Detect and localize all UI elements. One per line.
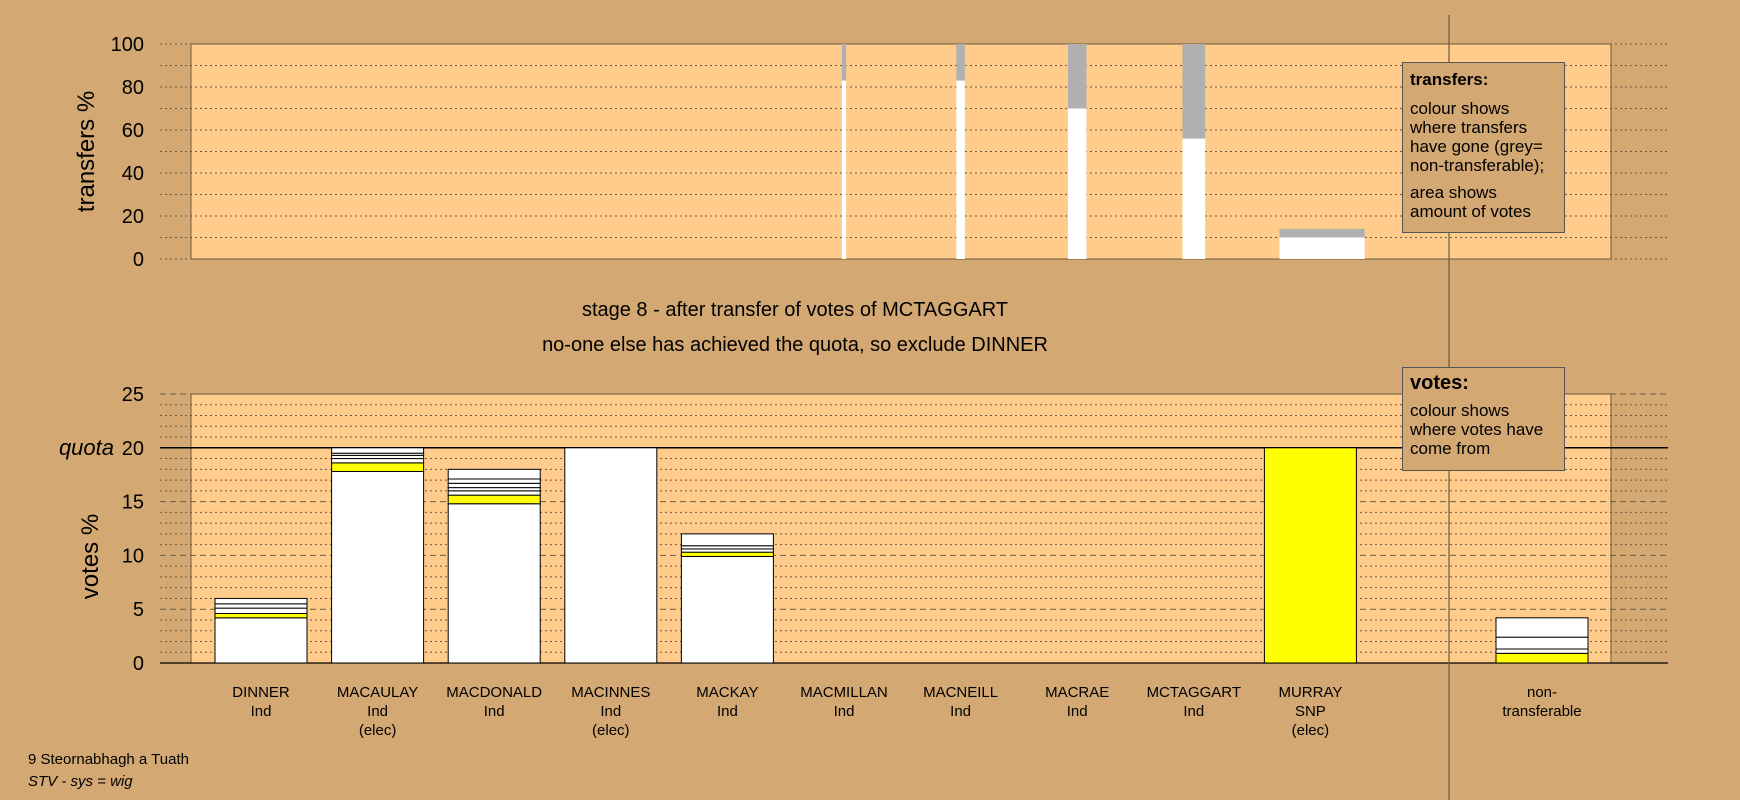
votes-axis-label: votes % bbox=[77, 514, 104, 599]
candidate-mackay-bar-segment bbox=[680, 533, 774, 547]
candidate-mackay-bar-segment bbox=[680, 551, 774, 557]
candidate-macaulay-bar-segment bbox=[331, 458, 425, 464]
votes-tick-label: 0 bbox=[133, 653, 144, 675]
nontransferable-bar-segment bbox=[1495, 636, 1589, 650]
transfer-bar-white bbox=[1182, 138, 1206, 259]
candidate-murray-label-line3: (elec) bbox=[1292, 722, 1330, 739]
candidate-macdonald-bar-segment bbox=[447, 503, 541, 664]
candidate-macaulay-bar-segment bbox=[331, 447, 425, 454]
candidate-macdonald-label-line2: Ind bbox=[484, 703, 505, 720]
votes-legend-title: votes: bbox=[1410, 372, 1469, 394]
nontransferable-bar-segment bbox=[1495, 648, 1589, 654]
transfer-bar-white bbox=[1279, 237, 1365, 259]
candidate-macinnes-bar-segment bbox=[564, 447, 658, 664]
transfers-legend-title: transfers: bbox=[1410, 70, 1489, 89]
transfers-axis-label: transfers % bbox=[73, 91, 100, 212]
transfer-bar-grey bbox=[841, 44, 847, 81]
candidate-macaulay-label-line2: Ind bbox=[367, 703, 388, 720]
transfers-legend: transfers: colour shows where transfers … bbox=[1402, 62, 1565, 233]
candidate-macaulay-bar-segment bbox=[331, 470, 425, 664]
candidate-dinner-bar-segment bbox=[214, 613, 308, 619]
transfers-tick-label: 80 bbox=[122, 77, 144, 99]
votes-tick-label: 20 bbox=[122, 438, 144, 460]
votes-tick-label: 15 bbox=[122, 492, 144, 514]
transfer-bar-white bbox=[1067, 108, 1087, 259]
candidate-dinner-label-line1: DINNER bbox=[232, 684, 290, 701]
candidate-macinnes-label-line3: (elec) bbox=[592, 722, 630, 739]
candidate-macneill-label-line1: MACNEILL bbox=[923, 684, 998, 701]
candidate-macrae-label-line2: Ind bbox=[1067, 703, 1088, 720]
candidate-macmillan-label-line1: MACMILLAN bbox=[800, 684, 888, 701]
transfers-tick-label: 0 bbox=[133, 249, 144, 271]
candidate-dinner-bar-segment bbox=[214, 607, 308, 615]
candidate-macaulay-label-line1: MACAULAY bbox=[337, 684, 418, 701]
candidate-murray-label-line1: MURRAY bbox=[1278, 684, 1342, 701]
transfer-bar-grey bbox=[956, 44, 965, 81]
transfers-tick-label: 100 bbox=[111, 34, 144, 56]
transfers-panel: 0 20 40 60 80 100 transfers % bbox=[73, 34, 1668, 271]
transfers-legend-line1: colour shows where transfers have gone (… bbox=[1410, 99, 1545, 175]
candidate-mctaggart-label-line2: Ind bbox=[1183, 703, 1204, 720]
transfer-bar-grey bbox=[1067, 44, 1087, 109]
candidate-macdonald-bar-segment bbox=[447, 482, 541, 489]
candidate-dinner-bar-segment bbox=[214, 597, 308, 605]
candidate-murray-label-line2: SNP bbox=[1295, 703, 1326, 720]
nontransferable-bar-segment bbox=[1495, 617, 1589, 638]
ward-name: 9 Steornabhagh a Tuath bbox=[28, 751, 189, 768]
candidate-dinner-bar-segment bbox=[214, 617, 308, 664]
votes-tick-label: 5 bbox=[133, 599, 144, 621]
nontransferable-label-line2: transferable bbox=[1502, 703, 1581, 720]
votes-tick-label: 25 bbox=[122, 384, 144, 406]
transfer-bar-white bbox=[956, 80, 965, 259]
transfer-bar-grey bbox=[1279, 228, 1365, 238]
votes-tick-label: 10 bbox=[122, 545, 144, 567]
candidate-macrae-label-line1: MACRAE bbox=[1045, 684, 1109, 701]
transfer-bar-white bbox=[841, 80, 847, 259]
candidate-macinnes-label-line1: MACINNES bbox=[571, 684, 650, 701]
votes-panel: 0 5 10 15 20 25 quota votes % DINNER Ind MACAULAY I… bbox=[59, 384, 1668, 739]
nontransferable-bar-segment bbox=[1495, 652, 1589, 664]
candidate-macdonald-bar-segment bbox=[447, 468, 541, 480]
candidate-mackay-bar-segment bbox=[680, 555, 774, 664]
candidate-mctaggart-label-line1: MCTAGGART bbox=[1147, 684, 1241, 701]
candidate-mackay-label-line2: Ind bbox=[717, 703, 738, 720]
votes-legend: votes: colour shows where votes have com… bbox=[1402, 367, 1565, 471]
candidate-macaulay-label-line3: (elec) bbox=[359, 722, 397, 739]
transfer-bar-grey bbox=[1182, 44, 1206, 139]
quota-label: quota bbox=[59, 435, 114, 460]
transfers-tick-label: 60 bbox=[122, 120, 144, 142]
candidate-murray-bar-segment bbox=[1263, 447, 1357, 664]
votes-legend-line1: colour shows where votes have come from bbox=[1410, 401, 1544, 458]
candidate-macmillan-label-line2: Ind bbox=[834, 703, 855, 720]
candidate-macinnes-label-line2: Ind bbox=[600, 703, 621, 720]
exclude-subtitle: no-one else has achieved the quota, so e… bbox=[542, 334, 1048, 356]
votes-plot-area bbox=[190, 393, 1612, 664]
candidate-macdonald-bar-segment bbox=[447, 478, 541, 484]
candidate-mackay-label-line1: MACKAY bbox=[696, 684, 758, 701]
system-note: STV - sys = wig bbox=[28, 773, 133, 790]
nontransferable-label-line1: non- bbox=[1527, 684, 1557, 701]
transfers-tick-label: 40 bbox=[122, 163, 144, 185]
candidate-macaulay-bar-segment bbox=[331, 462, 425, 472]
candidate-macdonald-bar-segment bbox=[447, 490, 541, 496]
candidate-macneill-label-line2: Ind bbox=[950, 703, 971, 720]
stage-title: stage 8 - after transfer of votes of MCT… bbox=[581, 299, 1009, 321]
candidate-dinner-bar-segment bbox=[214, 603, 308, 609]
candidate-macdonald-label-line1: MACDONALD bbox=[446, 684, 542, 701]
candidate-macdonald-bar-segment bbox=[447, 494, 541, 505]
candidate-dinner-label-line2: Ind bbox=[251, 703, 272, 720]
transfers-tick-label: 20 bbox=[122, 206, 144, 228]
transfers-legend-line2: area shows amount of votes bbox=[1410, 183, 1531, 221]
